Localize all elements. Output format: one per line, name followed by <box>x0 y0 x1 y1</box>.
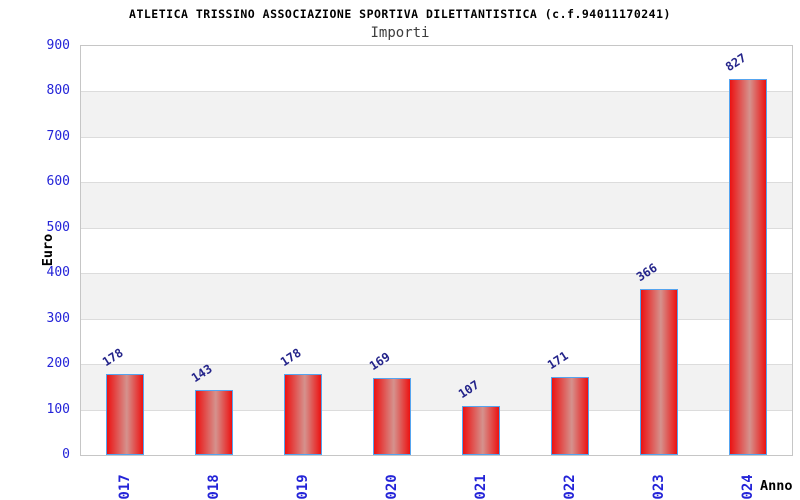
x-tick-label: 2018 <box>206 474 223 500</box>
gridline <box>81 91 792 93</box>
bar-2023 <box>639 288 678 455</box>
x-tick-label: 2023 <box>650 474 667 500</box>
plot-band <box>81 46 792 92</box>
y-tick-label: 100 <box>46 401 70 417</box>
y-tick-label: 900 <box>46 38 70 53</box>
bar-2019 <box>284 374 323 455</box>
plot-band <box>81 364 792 410</box>
bar-2020 <box>373 378 412 455</box>
x-axis-title: Anno <box>760 478 793 494</box>
gridline <box>81 182 792 184</box>
x-tick-label: 2022 <box>561 474 578 500</box>
plot-band <box>81 136 792 183</box>
plot-band <box>81 409 792 455</box>
plot-band <box>81 318 792 365</box>
gridline <box>81 273 792 275</box>
gridline <box>81 227 792 229</box>
chart-subtitle: Importi <box>370 25 430 41</box>
gridline <box>81 318 792 320</box>
y-tick-label: 300 <box>46 310 70 326</box>
y-tick-label: 400 <box>46 265 70 281</box>
x-tick-label: 2019 <box>295 474 312 500</box>
y-tick-label: 800 <box>46 83 70 99</box>
bar-2024 <box>728 79 767 455</box>
x-tick-label: 2021 <box>472 474 489 500</box>
x-tick-label: 2024 <box>739 474 756 500</box>
bar-2018 <box>195 390 234 455</box>
plot-band <box>81 182 792 228</box>
plot-band <box>81 227 792 274</box>
y-tick-label: 0 <box>62 447 70 462</box>
bar-2022 <box>550 377 589 455</box>
plot-area: 178 143 178 169 107 171 366 827 <box>80 45 793 456</box>
y-axis-title: Euro <box>40 233 56 267</box>
bar-2017 <box>106 374 145 455</box>
y-tick-label: 500 <box>46 219 70 235</box>
y-tick-label: 600 <box>46 174 70 190</box>
y-tick-label: 700 <box>46 128 70 144</box>
plot-band <box>81 91 792 137</box>
bar-2021 <box>461 406 500 455</box>
plot-band <box>81 273 792 319</box>
gridline <box>81 136 792 138</box>
y-tick-label: 200 <box>46 356 70 372</box>
gridline <box>81 364 792 366</box>
chart-title: ATLETICA TRISSINO ASSOCIAZIONE SPORTIVA … <box>129 7 671 21</box>
gridline <box>81 409 792 411</box>
x-tick-label: 2020 <box>384 474 401 500</box>
x-tick-label: 2017 <box>117 474 134 500</box>
